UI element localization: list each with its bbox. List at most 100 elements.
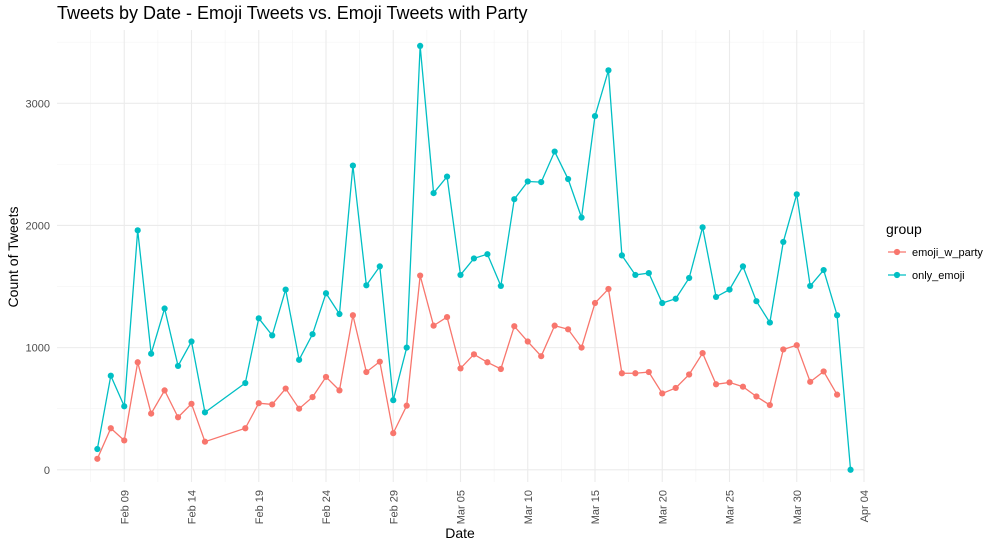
data-point-emoji_w_party [470, 351, 478, 358]
data-point-only_emoji [390, 397, 397, 404]
x-tick-label: Mar 25 [725, 490, 737, 524]
data-point-emoji_w_party [699, 350, 706, 357]
data-point-emoji_w_party [201, 438, 209, 445]
data-point-emoji_w_party [834, 391, 841, 398]
data-point-emoji_w_party [793, 342, 800, 349]
legend-key-point-emoji_w_party [893, 248, 901, 256]
data-point-emoji_w_party [766, 401, 773, 409]
data-point-emoji_w_party [443, 313, 451, 321]
data-point-only_emoji [726, 286, 733, 293]
data-point-only_emoji [349, 162, 356, 169]
data-point-only_emoji [269, 332, 276, 339]
x-tick-label: Mar 20 [657, 490, 669, 524]
data-point-only_emoji [847, 466, 854, 473]
data-point-emoji_w_party [188, 400, 195, 407]
x-axis-title: Date [445, 525, 475, 541]
legend-label-only_emoji: only_emoji [912, 270, 965, 282]
data-point-emoji_w_party [484, 359, 491, 366]
data-point-emoji_w_party [753, 393, 760, 400]
data-point-only_emoji [618, 252, 626, 259]
x-tick-label: Feb 14 [187, 490, 199, 524]
data-point-emoji_w_party [282, 385, 289, 392]
data-point-emoji_w_party [376, 358, 383, 365]
data-point-only_emoji [174, 362, 182, 370]
data-point-only_emoji [443, 173, 451, 180]
series-emoji_w_party [94, 272, 841, 462]
data-point-emoji_w_party [134, 359, 141, 366]
data-point-only_emoji [363, 282, 370, 289]
data-point-emoji_w_party [430, 322, 437, 329]
data-point-only_emoji [417, 42, 424, 49]
data-point-only_emoji [457, 271, 464, 279]
x-tick-label: Feb 29 [388, 490, 400, 524]
data-point-emoji_w_party [242, 425, 249, 432]
data-point-emoji_w_party [107, 425, 114, 432]
data-point-only_emoji [161, 305, 168, 312]
data-point-only_emoji [470, 255, 478, 262]
data-point-only_emoji [551, 148, 558, 155]
data-point-only_emoji [739, 263, 747, 270]
data-point-only_emoji [753, 298, 760, 305]
legend-key-point-only_emoji [893, 271, 901, 279]
data-point-emoji_w_party [739, 383, 747, 390]
data-point-only_emoji [834, 312, 841, 319]
data-point-only_emoji [538, 178, 545, 186]
data-point-only_emoji [107, 372, 114, 379]
data-point-emoji_w_party [296, 405, 303, 412]
data-point-emoji_w_party [148, 410, 155, 417]
data-point-emoji_w_party [686, 371, 693, 378]
data-point-only_emoji [134, 227, 141, 234]
data-point-emoji_w_party [820, 368, 827, 375]
data-point-emoji_w_party [807, 378, 814, 385]
data-point-only_emoji [793, 191, 800, 198]
data-point-only_emoji [780, 238, 787, 246]
data-point-only_emoji [524, 178, 531, 185]
data-point-emoji_w_party [457, 365, 464, 372]
data-point-emoji_w_party [538, 353, 545, 360]
x-tick-label: Mar 10 [523, 490, 535, 524]
data-point-emoji_w_party [551, 322, 558, 329]
data-point-only_emoji [712, 293, 720, 301]
y-axis-title: Count of Tweets [5, 207, 21, 308]
data-point-emoji_w_party [618, 370, 626, 377]
x-tick-label: Mar 30 [792, 490, 804, 524]
data-point-emoji_w_party [565, 326, 572, 333]
y-tick-label: 1000 [26, 343, 50, 355]
data-point-only_emoji [699, 224, 706, 231]
data-point-only_emoji [376, 263, 383, 270]
data-point-emoji_w_party [780, 346, 787, 353]
data-point-emoji_w_party [403, 402, 410, 409]
series-line-emoji_w_party [96, 275, 838, 460]
data-point-only_emoji [322, 290, 330, 297]
data-point-only_emoji [565, 175, 572, 183]
data-point-only_emoji [94, 445, 101, 453]
data-point-only_emoji [632, 271, 639, 279]
data-point-emoji_w_party [578, 344, 585, 351]
data-point-only_emoji [201, 409, 209, 416]
data-point-emoji_w_party [511, 323, 518, 330]
data-point-only_emoji [296, 356, 303, 363]
x-tick-label: Feb 09 [119, 490, 131, 524]
data-point-emoji_w_party [121, 437, 128, 444]
x-tick-label: Feb 19 [254, 490, 266, 524]
data-point-emoji_w_party [322, 373, 330, 381]
x-tick-label: Mar 05 [456, 490, 468, 524]
legend-title: group [886, 221, 922, 237]
data-point-emoji_w_party [349, 312, 356, 319]
data-point-emoji_w_party [363, 368, 370, 376]
series-only_emoji [94, 42, 854, 473]
data-point-emoji_w_party [161, 387, 168, 394]
x-tick-label: Feb 24 [321, 490, 333, 524]
data-point-emoji_w_party [94, 455, 101, 462]
data-point-only_emoji [591, 113, 599, 120]
data-point-only_emoji [255, 315, 262, 322]
data-point-emoji_w_party [269, 401, 276, 408]
data-point-emoji_w_party [497, 365, 504, 373]
data-point-only_emoji [511, 196, 518, 203]
data-point-emoji_w_party [336, 387, 343, 394]
data-point-emoji_w_party [672, 384, 679, 392]
data-point-emoji_w_party [591, 299, 599, 307]
data-point-emoji_w_party [417, 272, 424, 279]
data-point-only_emoji [605, 67, 612, 74]
